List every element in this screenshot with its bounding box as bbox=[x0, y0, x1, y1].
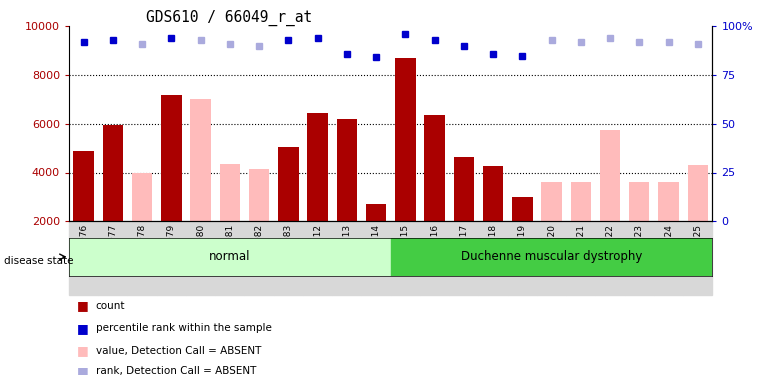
Bar bbox=[512, 197, 532, 221]
Bar bbox=[688, 165, 708, 221]
Bar bbox=[542, 182, 561, 221]
Text: disease state: disease state bbox=[4, 256, 74, 266]
Bar bbox=[336, 119, 357, 221]
Bar bbox=[303, 221, 332, 296]
Bar bbox=[366, 204, 386, 221]
Bar bbox=[483, 166, 503, 221]
Bar bbox=[249, 169, 270, 221]
Bar bbox=[600, 130, 620, 221]
Bar bbox=[424, 115, 445, 221]
Bar bbox=[157, 221, 186, 296]
Bar bbox=[220, 164, 240, 221]
Bar bbox=[654, 221, 683, 296]
Text: ■: ■ bbox=[77, 299, 88, 312]
Text: ■: ■ bbox=[77, 365, 88, 375]
Text: ■: ■ bbox=[77, 344, 88, 357]
Bar bbox=[566, 221, 595, 296]
Text: Duchenne muscular dystrophy: Duchenne muscular dystrophy bbox=[461, 251, 642, 263]
Bar bbox=[391, 221, 420, 296]
Bar bbox=[624, 221, 654, 296]
Bar bbox=[69, 221, 98, 296]
Text: count: count bbox=[96, 301, 126, 310]
Text: ■: ■ bbox=[77, 322, 88, 334]
Bar bbox=[98, 221, 127, 296]
Bar bbox=[127, 221, 157, 296]
Bar bbox=[161, 94, 182, 221]
Bar bbox=[395, 58, 415, 221]
Bar bbox=[307, 113, 328, 221]
Bar bbox=[69, 238, 391, 276]
Bar bbox=[420, 221, 449, 296]
Bar bbox=[74, 150, 93, 221]
Bar bbox=[362, 221, 391, 296]
Bar bbox=[449, 221, 479, 296]
Text: rank, Detection Call = ABSENT: rank, Detection Call = ABSENT bbox=[96, 366, 256, 375]
Bar bbox=[244, 221, 273, 296]
Bar bbox=[278, 147, 299, 221]
Bar bbox=[273, 221, 303, 296]
Bar bbox=[479, 221, 508, 296]
Bar bbox=[186, 221, 215, 296]
Bar bbox=[215, 221, 244, 296]
Bar bbox=[595, 221, 624, 296]
Bar bbox=[658, 182, 679, 221]
Bar bbox=[571, 182, 591, 221]
Bar bbox=[683, 221, 712, 296]
Bar bbox=[453, 157, 474, 221]
Bar bbox=[332, 221, 362, 296]
Text: value, Detection Call = ABSENT: value, Detection Call = ABSENT bbox=[96, 346, 261, 355]
Bar bbox=[508, 221, 537, 296]
Bar bbox=[391, 238, 712, 276]
Text: GDS610 / 66049_r_at: GDS610 / 66049_r_at bbox=[146, 10, 313, 26]
Bar bbox=[537, 221, 566, 296]
Text: percentile rank within the sample: percentile rank within the sample bbox=[96, 323, 272, 333]
Bar bbox=[629, 182, 650, 221]
Bar bbox=[103, 125, 123, 221]
Text: normal: normal bbox=[209, 251, 250, 263]
Bar bbox=[132, 172, 152, 221]
Bar bbox=[190, 99, 211, 221]
